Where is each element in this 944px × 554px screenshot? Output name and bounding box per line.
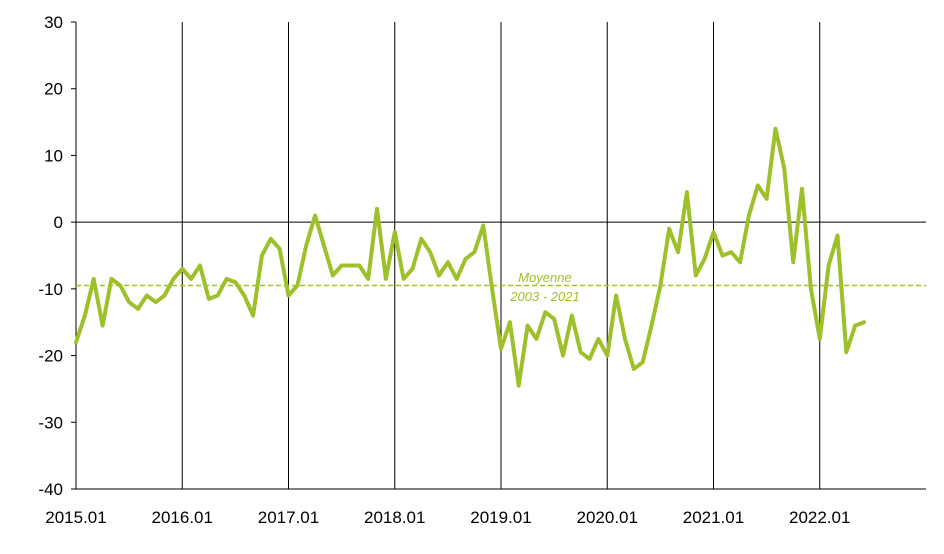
average-label-line1: Moyenne — [518, 270, 571, 285]
vertical-gridlines — [181, 22, 821, 489]
y-tick-label: -30 — [38, 413, 63, 432]
y-tick-label: -20 — [38, 347, 63, 366]
y-tick-label: 30 — [44, 13, 63, 32]
y-tick-label: -10 — [38, 280, 63, 299]
y-tick-label: 20 — [44, 80, 63, 99]
average-reference: Moyenne 2003 - 2021 — [76, 270, 926, 304]
x-tick-label: 2018.01 — [364, 508, 425, 527]
x-tick-label: 2022.01 — [789, 508, 850, 527]
x-tick-label: 2021.01 — [683, 508, 744, 527]
y-tick-label: -40 — [38, 480, 63, 499]
x-tick-label: 2016.01 — [152, 508, 213, 527]
average-label-line2: 2003 - 2021 — [509, 289, 579, 304]
y-tick-label: 10 — [44, 146, 63, 165]
series-line — [74, 126, 866, 388]
series-layer — [74, 126, 866, 388]
y-tick-label: 0 — [54, 213, 63, 232]
x-tick-label: 2015.01 — [45, 508, 106, 527]
axes — [71, 21, 926, 490]
x-tick-label: 2017.01 — [258, 508, 319, 527]
tick-labels: 30 20 10 0 -10 -20 -30 -40 2015.01 2016.01 2017.01… — [38, 13, 850, 527]
x-tick-label: 2019.01 — [470, 508, 531, 527]
x-tick-label: 2020.01 — [577, 508, 638, 527]
